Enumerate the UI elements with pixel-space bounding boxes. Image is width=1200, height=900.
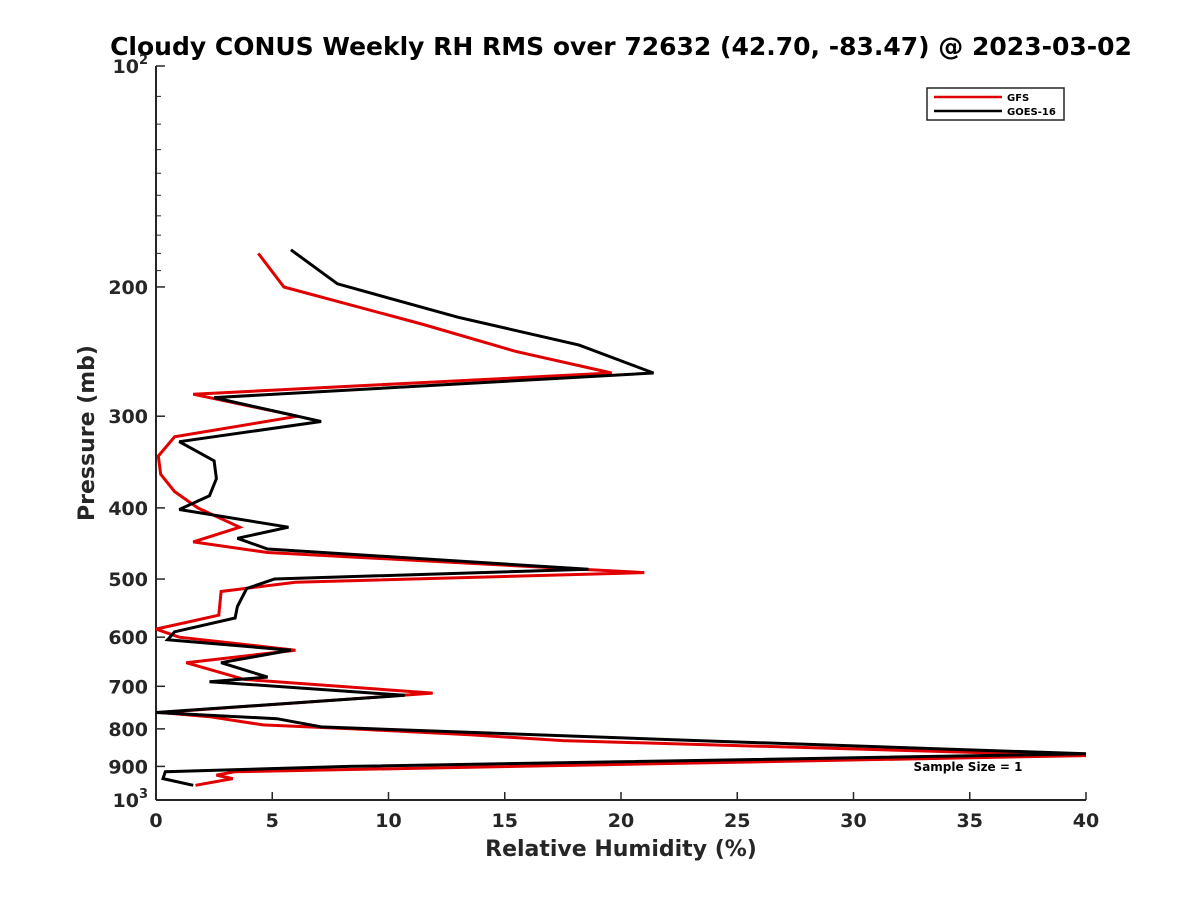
legend-box	[926, 87, 1065, 121]
x-tick-label: 0	[149, 810, 162, 832]
series-layer	[155, 248, 1087, 787]
series-line-gfs	[155, 252, 1087, 787]
x-tick-label: 35	[957, 810, 983, 832]
plot-axes	[155, 65, 1087, 801]
x-tick-label: 20	[608, 810, 634, 832]
x-tick-label: 25	[724, 810, 750, 832]
tick-labels: 0 5 10 15 20 25 30 35 40 102 200 300 400 500 600 700 800…	[108, 53, 1099, 832]
y-tick-label: 700	[108, 676, 148, 698]
legend-entry-gfs: GFS	[1007, 93, 1029, 104]
y-tick-label: 103	[113, 787, 149, 812]
y-tick-label: 800	[108, 719, 148, 741]
y-tick-label: 102	[113, 53, 149, 78]
x-tick-label: 10	[375, 810, 401, 832]
x-tick-label: 15	[492, 810, 518, 832]
y-tick-label: 600	[108, 627, 148, 649]
legend: GFS GOES-16	[926, 87, 1065, 121]
series-line-goes-16	[155, 248, 1087, 787]
x-axis-label: Relative Humidity (%)	[485, 837, 757, 862]
y-axis-label: Pressure (mb)	[75, 345, 100, 521]
x-tick-label: 5	[266, 810, 279, 832]
sample-size-annotation: Sample Size = 1	[914, 760, 1023, 774]
x-tick-label: 30	[840, 810, 866, 832]
y-tick-label: 500	[108, 569, 148, 591]
y-tick-label: 200	[108, 277, 148, 299]
y-tick-label: 900	[108, 756, 148, 778]
x-tick-label: 40	[1073, 810, 1099, 832]
legend-entry-goes-16: GOES-16	[1007, 107, 1056, 118]
y-tick-label: 300	[108, 406, 148, 428]
chart-title: Cloudy CONUS Weekly RH RMS over 72632 (4…	[110, 32, 1132, 61]
y-tick-label: 400	[108, 498, 148, 520]
